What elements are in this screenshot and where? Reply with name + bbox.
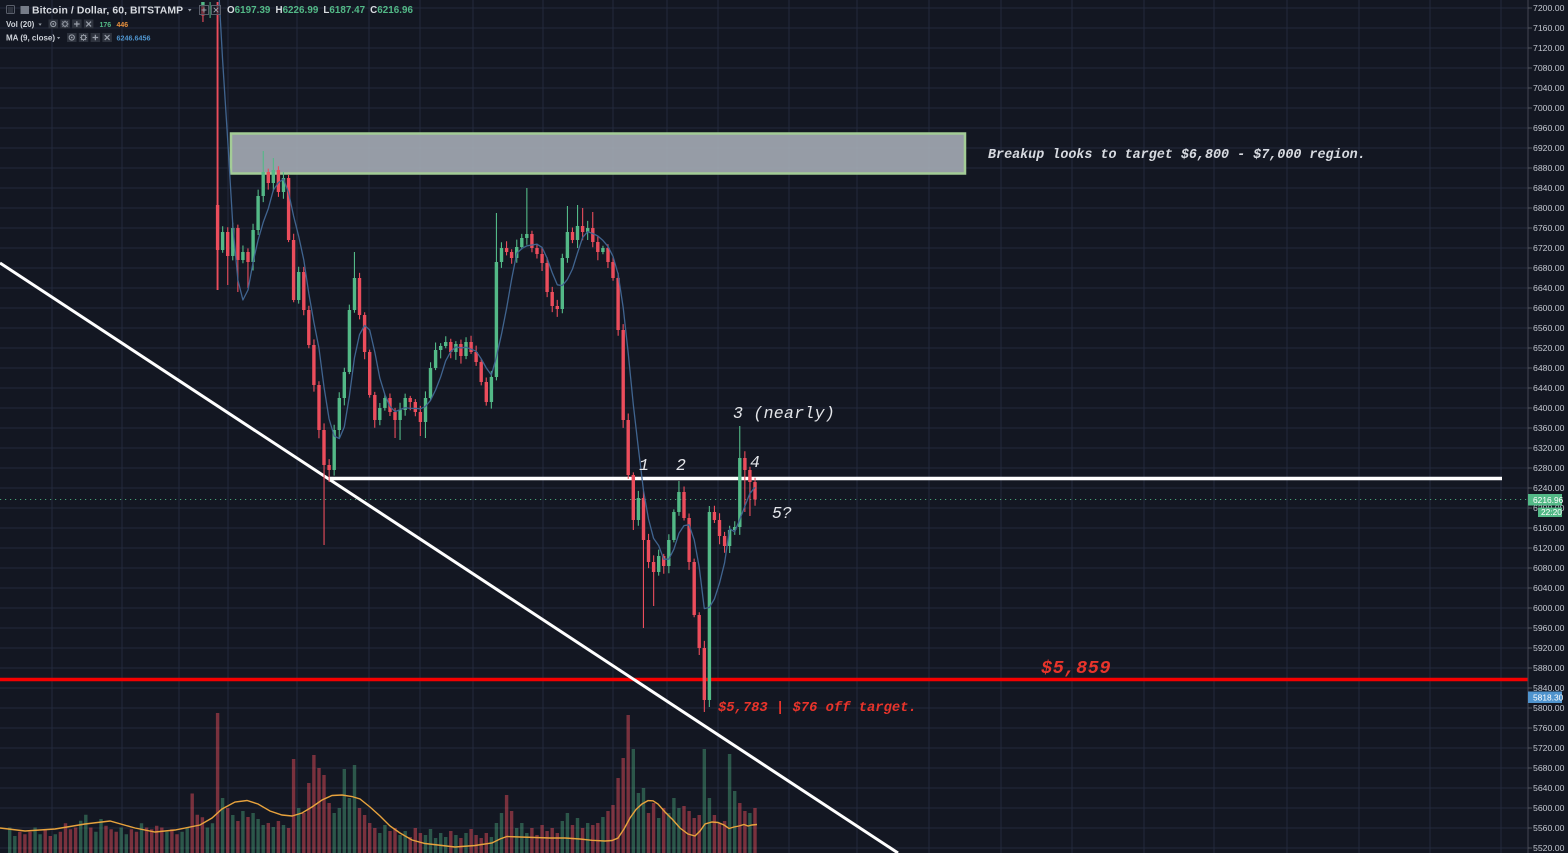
svg-text:6680.00: 6680.00 [1533,263,1565,273]
svg-text:7120.00: 7120.00 [1533,43,1565,53]
svg-text:6920.00: 6920.00 [1533,143,1565,153]
svg-text:22:20: 22:20 [1541,507,1562,517]
svg-text:6800.00: 6800.00 [1533,203,1565,213]
svg-text:6280.00: 6280.00 [1533,463,1565,473]
svg-text:6480.00: 6480.00 [1533,363,1565,373]
svg-text:MA (9, close): MA (9, close) [6,34,55,43]
svg-text:5600.00: 5600.00 [1533,803,1565,813]
svg-text:6440.00: 6440.00 [1533,383,1565,393]
svg-text:6360.00: 6360.00 [1533,423,1565,433]
svg-text:5640.00: 5640.00 [1533,783,1565,793]
svg-text:6120.00: 6120.00 [1533,543,1565,553]
svg-text:$5,859: $5,859 [1041,658,1111,679]
svg-text:6960.00: 6960.00 [1533,123,1565,133]
svg-text:5560.00: 5560.00 [1533,823,1565,833]
svg-text:6600.00: 6600.00 [1533,303,1565,313]
svg-text:5880.00: 5880.00 [1533,663,1565,673]
svg-text:446: 446 [117,22,129,29]
svg-text:3 (nearly): 3 (nearly) [733,404,835,423]
svg-text:6240.00: 6240.00 [1533,483,1565,493]
svg-text:6760.00: 6760.00 [1533,223,1565,233]
svg-text:2: 2 [676,456,686,475]
svg-text:6080.00: 6080.00 [1533,563,1565,573]
svg-text:5960.00: 5960.00 [1533,623,1565,633]
svg-text:176: 176 [100,22,112,29]
svg-text:5720.00: 5720.00 [1533,743,1565,753]
svg-text:Bitcoin / Dollar, 60, BITSTAMP: Bitcoin / Dollar, 60, BITSTAMP [32,6,183,17]
svg-text:7040.00: 7040.00 [1533,83,1565,93]
svg-text:Vol (20): Vol (20) [6,20,35,29]
svg-text:6246.6456: 6246.6456 [117,33,151,42]
svg-text:6400.00: 6400.00 [1533,403,1565,413]
svg-text:$5,783 | $76 off target.: $5,783 | $76 off target. [718,700,917,716]
svg-text:6640.00: 6640.00 [1533,283,1565,293]
svg-text:5520.00: 5520.00 [1533,843,1565,853]
svg-text:5818.30: 5818.30 [1533,693,1564,703]
svg-text:6560.00: 6560.00 [1533,323,1565,333]
svg-text:5760.00: 5760.00 [1533,723,1565,733]
svg-text:6040.00: 6040.00 [1533,583,1565,593]
svg-text:5800.00: 5800.00 [1533,703,1565,713]
svg-text:7160.00: 7160.00 [1533,23,1565,33]
svg-text:1: 1 [639,456,649,475]
svg-text:6520.00: 6520.00 [1533,343,1565,353]
svg-text:Breakup looks to target $6,800: Breakup looks to target $6,800 - $7,000 … [988,148,1366,163]
svg-text:7080.00: 7080.00 [1533,63,1565,73]
svg-text:6720.00: 6720.00 [1533,243,1565,253]
svg-text:6160.00: 6160.00 [1533,523,1565,533]
svg-text:4: 4 [750,453,760,472]
svg-text:7000.00: 7000.00 [1533,103,1565,113]
svg-text:5920.00: 5920.00 [1533,643,1565,653]
svg-text:6880.00: 6880.00 [1533,163,1565,173]
svg-text:6216.96: 6216.96 [1533,495,1564,505]
svg-text:6840.00: 6840.00 [1533,183,1565,193]
svg-text:6000.00: 6000.00 [1533,603,1565,613]
svg-text:5840.00: 5840.00 [1533,683,1565,693]
svg-text:5680.00: 5680.00 [1533,763,1565,773]
svg-text:7200.00: 7200.00 [1533,3,1565,13]
svg-text:6320.00: 6320.00 [1533,443,1565,453]
svg-text:5?: 5? [772,504,792,523]
